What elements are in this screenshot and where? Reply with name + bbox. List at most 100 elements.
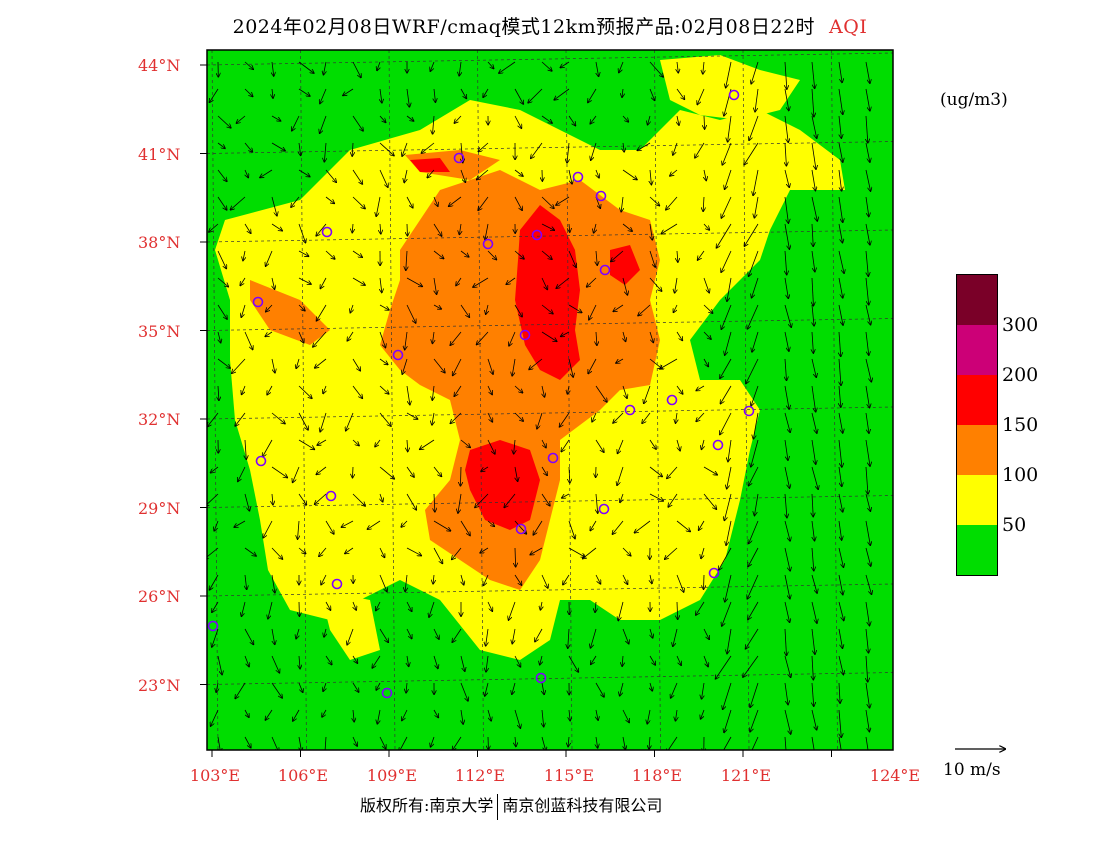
wind-arrow bbox=[487, 250, 496, 260]
wind-arrow bbox=[541, 61, 552, 71]
longitude-gridline bbox=[565, 50, 573, 750]
station-marker bbox=[482, 238, 494, 250]
legend-value: 300 bbox=[1002, 314, 1039, 336]
wind-arrow bbox=[379, 358, 388, 364]
wind-arrow bbox=[433, 628, 439, 639]
wind-arrow bbox=[703, 493, 716, 509]
station-marker bbox=[535, 672, 547, 684]
wind-arrow bbox=[296, 358, 299, 368]
wind-arrow bbox=[406, 466, 414, 477]
wind-arrow bbox=[244, 223, 251, 233]
wind-arrow bbox=[612, 520, 624, 534]
wind-arrow bbox=[291, 196, 300, 207]
wind-arrow bbox=[704, 169, 706, 180]
wind-arrow bbox=[434, 88, 435, 102]
wind-arrow bbox=[650, 169, 651, 185]
wind-arrow bbox=[747, 574, 759, 599]
wind-arrow bbox=[589, 304, 597, 320]
wind-arrow bbox=[812, 223, 813, 246]
wind-arrow bbox=[456, 277, 462, 286]
wind-arrow bbox=[865, 412, 869, 433]
wind-arrow bbox=[514, 304, 522, 317]
legend-swatch-moderate bbox=[957, 475, 997, 525]
wind-arrow bbox=[811, 412, 817, 433]
wind-arrow bbox=[588, 88, 597, 102]
wind-arrow bbox=[746, 358, 759, 384]
wind-arrow bbox=[754, 196, 759, 218]
wind-arrow bbox=[649, 196, 659, 206]
wind-arrow bbox=[647, 709, 650, 724]
wind-arrow bbox=[485, 682, 489, 696]
longitude-gridline bbox=[831, 50, 838, 750]
wind-arrow bbox=[477, 169, 489, 180]
wind-arrow bbox=[486, 304, 488, 314]
wind-arrow bbox=[695, 142, 705, 158]
wind-arrow bbox=[298, 250, 309, 256]
legend-value: 100 bbox=[1002, 464, 1039, 486]
wind-arrow bbox=[720, 385, 732, 404]
wind-arrow bbox=[716, 223, 732, 248]
wind-arrow bbox=[623, 142, 624, 152]
wind-arrow bbox=[725, 574, 732, 602]
wind-arrow bbox=[751, 61, 759, 84]
wind-arrow bbox=[217, 304, 227, 319]
wind-arrow bbox=[537, 412, 543, 429]
wind-arrow bbox=[242, 385, 246, 394]
wind-arrow bbox=[726, 61, 732, 88]
wind-arrow bbox=[298, 493, 306, 505]
wind-arrow bbox=[811, 169, 815, 191]
wind-arrow bbox=[217, 115, 231, 128]
wind-arrow bbox=[838, 61, 842, 82]
wind-arrow bbox=[661, 223, 678, 234]
wind-arrow bbox=[499, 61, 516, 73]
wind-arrow bbox=[811, 439, 816, 464]
wind-arrow bbox=[751, 439, 759, 467]
station-marker bbox=[598, 503, 610, 515]
wind-arrow bbox=[320, 277, 327, 288]
wind-arrow bbox=[217, 169, 227, 181]
station-marker bbox=[708, 567, 720, 579]
wind-arrow bbox=[704, 115, 705, 129]
wind-arrow bbox=[568, 115, 575, 126]
wind-arrow bbox=[811, 196, 817, 221]
wind-arrow bbox=[325, 169, 336, 182]
wind-arrow bbox=[542, 709, 544, 727]
wind-arrow bbox=[512, 628, 516, 644]
wind-arrow bbox=[541, 196, 554, 208]
wind-arrow bbox=[486, 655, 488, 672]
wind-arrow bbox=[406, 628, 412, 639]
wind-arrow bbox=[406, 601, 412, 611]
wind-arrow bbox=[541, 277, 547, 289]
wind-arrow bbox=[506, 277, 516, 284]
wind-arrow bbox=[865, 709, 869, 732]
wind-arrow bbox=[785, 628, 786, 655]
wind-arrow bbox=[865, 520, 870, 545]
wind-arrow bbox=[596, 736, 598, 748]
wind-arrow bbox=[703, 331, 711, 339]
wind-arrow bbox=[216, 682, 218, 692]
wind-arrow bbox=[811, 250, 815, 272]
wind-arrow bbox=[260, 169, 273, 178]
wind-arrow bbox=[622, 88, 623, 97]
wind-arrow bbox=[272, 277, 275, 289]
station-marker bbox=[252, 296, 264, 308]
wind-arrow bbox=[568, 304, 582, 313]
wind-arrow bbox=[230, 196, 246, 210]
wind-arrow bbox=[703, 277, 709, 293]
wind-arrow bbox=[703, 196, 704, 211]
wind-arrow bbox=[650, 628, 653, 638]
wind-arrow bbox=[433, 574, 434, 584]
wind-arrow bbox=[701, 709, 705, 719]
wind-arrow bbox=[750, 682, 759, 707]
wind-arrow bbox=[618, 601, 624, 621]
wind-arrow bbox=[298, 520, 299, 539]
wind-arrow bbox=[637, 142, 651, 150]
longitude-gridline bbox=[300, 50, 307, 750]
wind-arrow bbox=[319, 547, 327, 556]
legend-swatch-unhealthy bbox=[957, 375, 997, 425]
wind-arrow bbox=[459, 223, 461, 234]
wind-arrow bbox=[755, 88, 759, 112]
wind-arrow bbox=[696, 601, 705, 615]
wind-arrow bbox=[542, 385, 545, 397]
wind-arrow bbox=[379, 142, 394, 156]
